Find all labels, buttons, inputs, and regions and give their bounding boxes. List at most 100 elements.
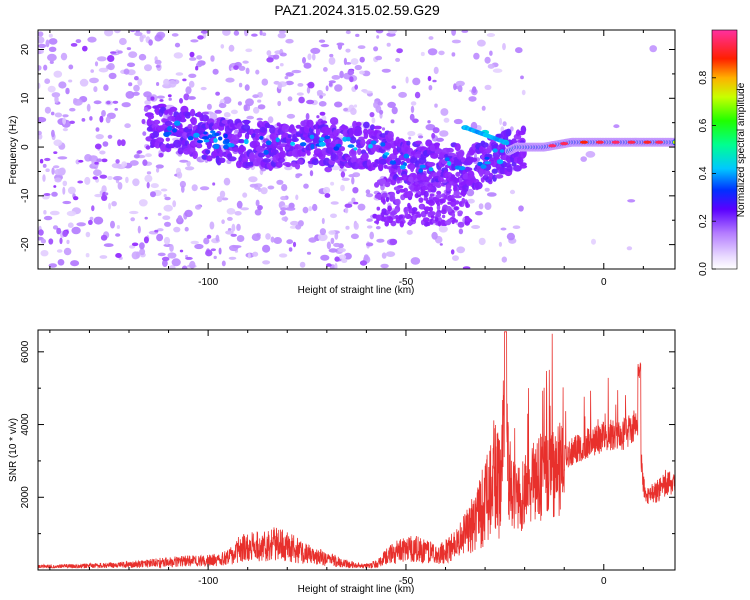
spectrogram-cell (414, 181, 419, 186)
spectrogram-cell (298, 96, 305, 104)
spectrogram-cell (295, 194, 299, 201)
spectrogram-cell (245, 67, 250, 75)
spectrogram-ylabel: Frequency (Hz) (8, 116, 19, 185)
spectrogram-cell (389, 160, 397, 165)
spectrogram-cell (184, 166, 195, 171)
spectrogram-cell (330, 237, 335, 245)
spectrogram-cell (306, 251, 312, 255)
spectrogram-cell (195, 204, 202, 210)
spectrogram-cell (411, 207, 418, 212)
spectrogram-cell (172, 128, 177, 133)
spectrogram-cell (101, 110, 106, 117)
spectrogram-cell (381, 68, 391, 73)
spectrogram-cell (56, 227, 62, 235)
spectrogram-cell (176, 171, 183, 179)
spectrogram-cell (455, 171, 461, 177)
spectrogram-cell (506, 165, 513, 173)
spectrogram-cell (328, 230, 336, 235)
spectrogram-cell (475, 211, 483, 216)
spectrogram-cell (39, 158, 44, 164)
spectrogram-cell (386, 42, 391, 47)
spectrogram-cell (369, 112, 375, 118)
spectrogram-cell (509, 189, 516, 195)
spectrogram-cell (269, 126, 277, 135)
spectrogram-cell (42, 174, 46, 182)
spectrogram-cell (221, 219, 225, 224)
spectrogram-cell (430, 152, 439, 159)
spectrogram-cell (345, 48, 351, 53)
spectrogram-cell (48, 38, 58, 45)
spectrogram-cell (413, 211, 419, 215)
spectrogram-cell (406, 140, 411, 146)
spectrogram-cell (44, 157, 51, 162)
spectrogram-cell (520, 75, 524, 80)
colorbar-tick-label: 0.2 (698, 214, 709, 228)
spectrogram-cell (121, 102, 131, 108)
spectrogram-cell (438, 225, 448, 233)
spectrogram-cell (453, 190, 461, 197)
spectrogram-cell (184, 209, 193, 218)
spectrogram-cell (212, 182, 216, 186)
spectrogram-cell (38, 116, 47, 123)
spectrogram-cell (262, 143, 266, 149)
spectrogram-cell (375, 214, 383, 221)
spectrogram-cell (471, 225, 481, 229)
spectrogram-cell (466, 180, 472, 186)
spectrogram-cell (413, 186, 419, 192)
spectrogram-cell (195, 65, 199, 71)
figure-title: PAZ1.2024.315.02.59.G29 (274, 2, 440, 18)
spectrogram-cell (38, 31, 44, 37)
spectrogram-cell (408, 176, 414, 183)
spectrogram-cell (93, 169, 102, 176)
spectrogram-cell (57, 259, 65, 266)
spectrogram-cell (409, 185, 415, 192)
spectrogram-cell (285, 80, 294, 86)
spectrogram-cell (307, 81, 315, 89)
spectrogram-cell (77, 180, 84, 184)
spectrogram-cell (110, 51, 117, 54)
spectrogram-cell (115, 233, 121, 237)
spectrogram-cell (255, 69, 260, 75)
spectrogram-cell (391, 210, 397, 216)
spectrogram-cell (368, 143, 373, 149)
spectrogram-cell (173, 226, 181, 233)
spectrogram-cell (409, 113, 415, 121)
spectrogram-cell (277, 100, 282, 107)
spectrogram-cell (488, 172, 494, 180)
spectrogram-cell (182, 78, 187, 82)
spectrogram-cell (54, 168, 62, 176)
spectrogram-cell (38, 51, 42, 55)
spectrogram-cell (302, 206, 309, 214)
spectrogram-cell (164, 196, 171, 201)
spectrogram-cell (494, 174, 504, 179)
spectrogram-cell (69, 107, 76, 112)
spectrogram-cell (450, 200, 457, 207)
spectrogram-cell (279, 52, 287, 57)
spectrogram-cell (223, 133, 228, 139)
spectrogram-cell (157, 228, 164, 232)
spectrogram-cell (595, 140, 604, 144)
spectrogram-cell (62, 186, 66, 195)
spectrogram-cell (452, 255, 459, 261)
spectrogram-cell (157, 212, 162, 216)
spectrogram-cell (260, 187, 268, 195)
spectrogram-cell (159, 99, 164, 102)
colorbar-gradient (712, 30, 737, 269)
spectrogram-cell (246, 115, 254, 120)
spectrogram-cell (53, 165, 60, 169)
spectrogram-cell (289, 225, 297, 229)
spectrogram-cell (384, 152, 390, 156)
spectrogram-cell (164, 221, 171, 227)
spectrogram-cell (428, 36, 434, 40)
spectrogram-cell (484, 187, 490, 192)
spectrogram-cell (373, 125, 382, 130)
spectrogram-cell (480, 164, 487, 169)
spectrogram-cell (194, 243, 204, 250)
spectrogram-cell (424, 209, 429, 215)
snr-ylabel: SNR (10 * v/v) (8, 418, 19, 482)
spectrogram-cell (350, 58, 359, 65)
spectrogram-cell (365, 242, 374, 247)
spectrogram-cell (162, 215, 171, 220)
spectrogram-cell (454, 206, 459, 211)
